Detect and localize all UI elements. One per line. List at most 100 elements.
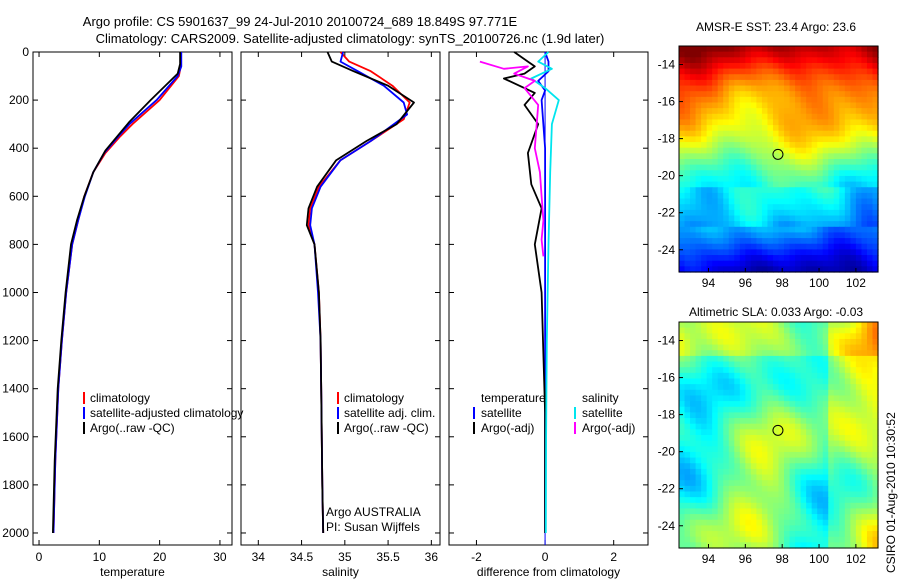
map-cell [861,153,868,160]
map-cell [861,435,868,442]
map-cell [690,514,697,521]
map-cell [734,209,741,217]
map-cell [855,502,863,510]
map-cell [706,215,713,222]
map-cell [828,215,835,222]
map-cell [712,502,719,510]
map-cell [806,491,813,498]
map-cell [706,361,713,368]
map-cell [833,536,840,543]
map-cell [855,322,863,329]
map-cell [811,406,818,413]
map-cell [712,423,719,430]
map-cell [701,327,708,334]
map-cell [723,57,730,64]
map-cell [706,514,713,521]
map-cell [701,79,708,87]
map-cell [784,531,791,538]
map-cell [817,96,824,104]
map-cell [833,175,840,183]
map-cell [706,147,713,154]
map-cell [789,125,796,132]
map-cell [850,418,857,425]
map-cell [795,62,802,70]
map-cell [761,508,769,515]
map-cell [833,74,840,81]
map-cell [756,327,763,334]
map-cell [850,102,857,109]
map-cell [789,423,796,430]
map-cell [712,542,719,549]
map-cell [817,209,824,217]
map-cell [778,221,785,228]
map-cell [789,525,796,532]
map-cell [828,57,835,64]
map-cell [795,85,802,92]
map-cell [701,514,708,521]
map-cell [833,361,840,368]
map-cell [861,102,868,109]
map-cell [784,192,791,200]
map-cell [723,187,730,194]
map-cell [679,125,686,132]
map-cell [701,266,708,273]
map-cell [772,457,780,464]
map-cell [761,85,769,92]
map-cell [855,68,863,75]
map-cell [828,62,835,70]
map-cell [717,159,724,166]
map-cell [761,260,769,267]
map-cell [690,62,697,70]
map-cell [739,209,746,217]
map-cell [723,485,730,493]
map-cell [795,170,802,177]
map-cell [800,457,807,464]
map-cell [811,204,818,211]
map-cell [745,536,752,543]
map-cell [872,96,879,104]
map-cell [767,435,774,442]
map-cell [784,243,791,250]
map-cell [717,68,724,75]
map-cell [723,209,730,217]
map-cell [679,266,686,273]
map-cell [844,170,851,177]
map-cell [723,238,730,245]
map-cell [712,429,719,436]
map-cell [778,209,785,217]
map-cell [855,435,863,442]
map-cell [822,322,829,329]
map-cell [728,74,735,81]
map-cell [795,401,802,408]
map-cell [772,480,780,487]
map-cell [817,338,824,346]
map-cell [795,350,802,357]
map-cell [712,181,719,188]
map-cell [789,361,796,368]
map-cell [806,51,813,58]
map-cell [712,389,719,397]
map-cell [844,327,851,334]
map-cell [728,367,735,374]
map-cell [872,232,879,239]
map-cell [822,153,829,160]
map-cell [822,266,829,273]
map-cell [839,46,846,53]
legend-label-climatology: climatology [90,391,150,405]
map-cell [866,361,874,368]
map-cell [712,85,719,92]
map-cell [839,68,846,75]
map-cell [717,395,724,402]
map-cell [712,187,719,194]
map-cell [855,181,863,188]
map-cell [745,221,752,228]
map-cell [822,62,829,70]
map-cell [772,406,780,413]
map-cell [712,215,719,222]
map-cell [866,497,874,504]
map-cell [795,209,802,217]
map-cell [778,57,785,64]
map-cell [761,159,769,166]
map-cell [756,249,763,256]
map-cell [756,429,763,436]
